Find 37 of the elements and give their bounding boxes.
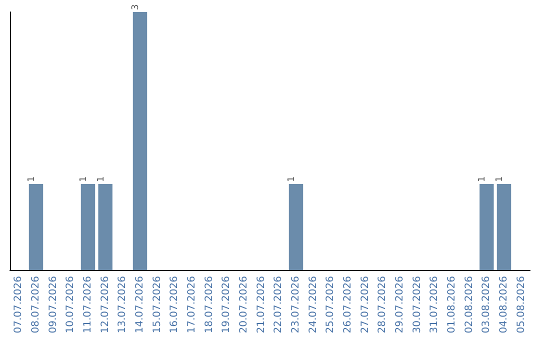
x-tick-label: 20.07.2026 (238, 276, 250, 334)
x-tick-label: 24.07.2026 (308, 276, 319, 334)
x-tick-label: 08.07.2026 (30, 276, 42, 334)
x-tick-label: 12.07.2026 (100, 276, 111, 334)
x-tick-label: 01.08.2026 (446, 276, 458, 334)
x-tick-label: 27.07.2026 (360, 276, 371, 334)
x-tick-label: 10.07.2026 (65, 276, 76, 334)
x-tick-label: 16.07.2026 (169, 276, 180, 334)
x-tick-label: 03.08.2026 (481, 276, 492, 334)
x-tick-label: 28.07.2026 (377, 276, 388, 334)
data-label: 1 (27, 176, 37, 182)
data-label: 1 (478, 176, 488, 182)
x-tick-label: 04.08.2026 (498, 276, 510, 334)
x-tick-label: 31.07.2026 (429, 276, 440, 334)
x-tick-label: 09.07.2026 (48, 276, 59, 334)
x-tick-label: 18.07.2026 (204, 276, 215, 334)
x-tick-label: 05.08.2026 (516, 276, 527, 334)
data-label: 1 (96, 176, 106, 182)
data-label: 3 (131, 4, 141, 10)
x-tick-label: 11.07.2026 (82, 276, 94, 334)
x-tick-label: 14.07.2026 (134, 276, 146, 334)
x-tick-label: 15.07.2026 (152, 276, 163, 334)
x-tick-label: 26.07.2026 (342, 276, 354, 334)
x-tick-label: 23.07.2026 (290, 276, 302, 334)
x-tick-label: 29.07.2026 (394, 276, 406, 334)
data-label: 1 (287, 176, 297, 182)
x-tick-label: 07.07.2026 (13, 276, 24, 334)
data-label: 1 (495, 176, 505, 182)
x-tick-label: 02.08.2026 (464, 276, 475, 334)
x-tick-label: 25.07.2026 (325, 276, 336, 334)
x-tick-label: 21.07.2026 (256, 276, 267, 334)
data-label: 1 (79, 176, 89, 182)
x-tick-label: 30.07.2026 (412, 276, 423, 334)
x-tick-label: 13.07.2026 (117, 276, 128, 334)
x-tick-label: 17.07.2026 (186, 276, 198, 334)
x-tick-label: 19.07.2026 (221, 276, 232, 334)
x-tick-label: 22.07.2026 (273, 276, 284, 334)
